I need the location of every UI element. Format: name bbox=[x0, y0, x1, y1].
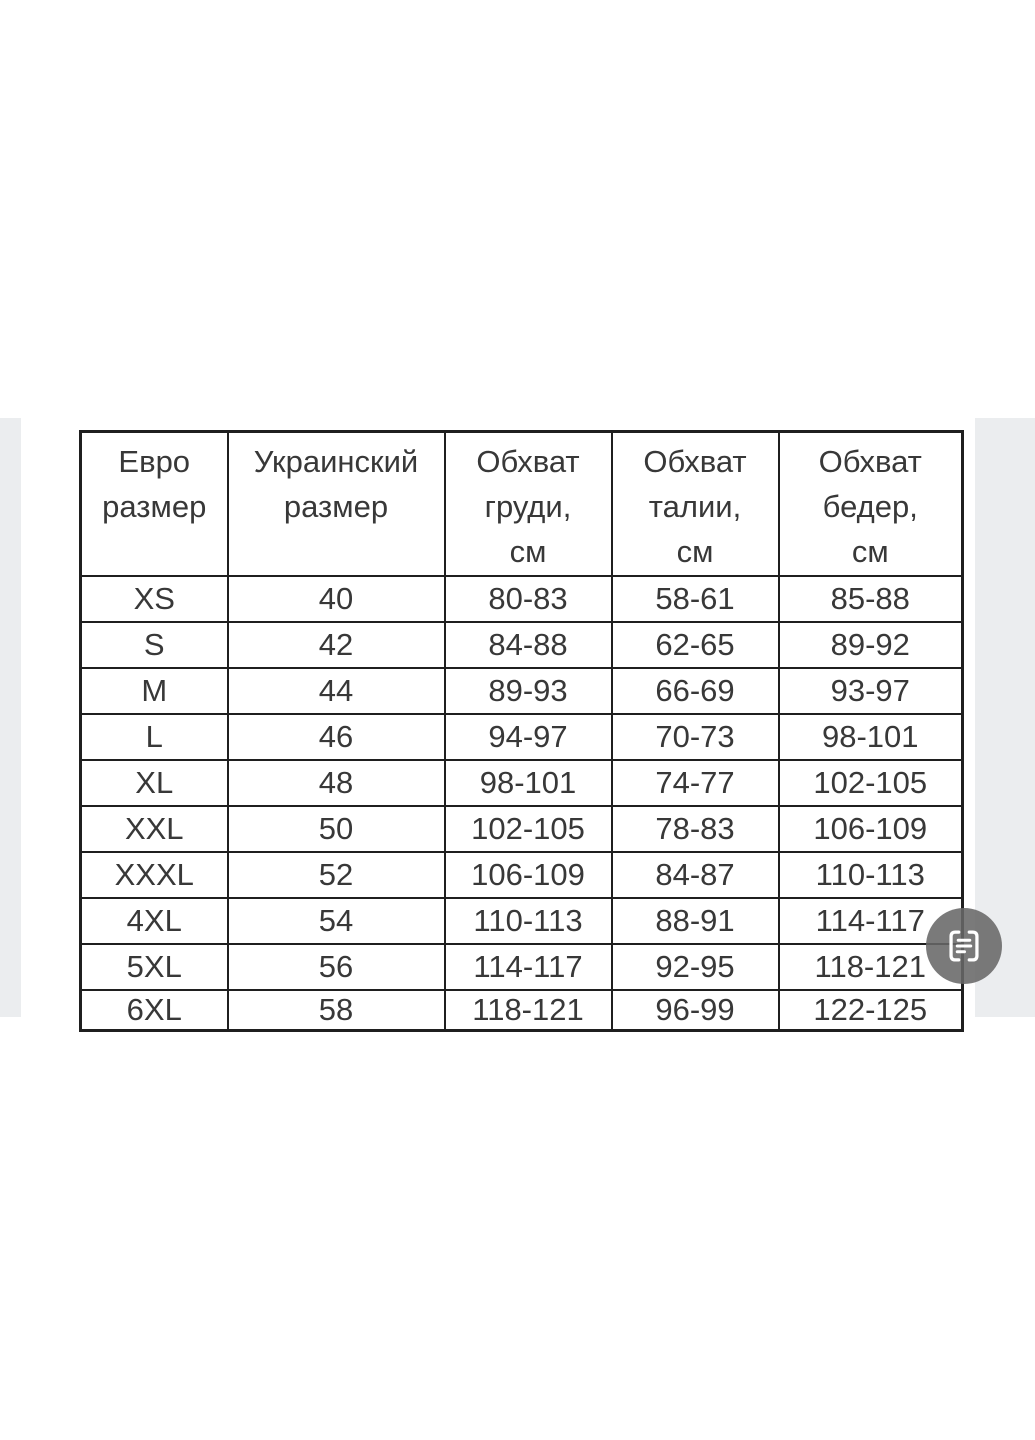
header-line: Обхват bbox=[643, 444, 747, 479]
table-cell: 80-83 bbox=[443, 575, 613, 623]
table-row: L 46 94-97 70-73 98-101 bbox=[79, 713, 964, 761]
table-cell: 88-91 bbox=[610, 897, 780, 945]
header-line: Обхват bbox=[476, 444, 580, 479]
table-cell: 84-87 bbox=[610, 851, 780, 899]
table-row: 6XL 58 118-121 96-99 122-125 bbox=[79, 989, 964, 1032]
table-cell: 58 bbox=[226, 989, 446, 1032]
header-line: см bbox=[676, 534, 714, 569]
table-cell: 48 bbox=[226, 759, 446, 807]
scan-text-icon bbox=[941, 923, 987, 969]
table-cell: 96-99 bbox=[610, 989, 780, 1032]
table-cell: S bbox=[79, 621, 229, 669]
table-cell: XXXL bbox=[79, 851, 229, 899]
header-line: бедер, bbox=[822, 489, 918, 524]
table-cell: M bbox=[79, 667, 229, 715]
table-cell: 93-97 bbox=[777, 667, 964, 715]
header-line: Украинский bbox=[253, 444, 419, 479]
header-cell: Обхват талии, см bbox=[610, 430, 780, 577]
table-cell: 40 bbox=[226, 575, 446, 623]
table-row: XXL 50 102-105 78-83 106-109 bbox=[79, 805, 964, 853]
table-cell: XS bbox=[79, 575, 229, 623]
table-cell: 84-88 bbox=[443, 621, 613, 669]
table-row: S 42 84-88 62-65 89-92 bbox=[79, 621, 964, 669]
table-cell: 54 bbox=[226, 897, 446, 945]
table-cell: 4XL bbox=[79, 897, 229, 945]
table-cell: XXL bbox=[79, 805, 229, 853]
header-line: см bbox=[851, 534, 889, 569]
table-cell: 89-93 bbox=[443, 667, 613, 715]
table-cell: 110-113 bbox=[443, 897, 613, 945]
header-line: размер bbox=[283, 489, 389, 524]
table-row: XXXL 52 106-109 84-87 110-113 bbox=[79, 851, 964, 899]
header-line: размер bbox=[102, 489, 207, 524]
table-cell: 44 bbox=[226, 667, 446, 715]
table-row: M 44 89-93 66-69 93-97 bbox=[79, 667, 964, 715]
header-line: см bbox=[509, 534, 547, 569]
table-cell: 94-97 bbox=[443, 713, 613, 761]
table-cell: 70-73 bbox=[610, 713, 780, 761]
table-cell: 74-77 bbox=[610, 759, 780, 807]
scan-button[interactable] bbox=[926, 908, 1002, 984]
table-cell: XL bbox=[79, 759, 229, 807]
size-chart-table: Евро размер Украинский размер Обхват груди, см… bbox=[79, 430, 964, 1032]
table-cell: 42 bbox=[226, 621, 446, 669]
header-cell: Евро размер bbox=[79, 430, 229, 577]
table-cell: 46 bbox=[226, 713, 446, 761]
table-cell: 110-113 bbox=[777, 851, 964, 899]
table-cell: 52 bbox=[226, 851, 446, 899]
header-line: Евро bbox=[118, 444, 191, 479]
header-line: талии, bbox=[648, 489, 742, 524]
table-cell: 102-105 bbox=[777, 759, 964, 807]
size-chart-body: XS 40 80-83 58-61 85-88 S 42 84-88 62-65 89-92 M 44… bbox=[79, 575, 964, 1032]
table-row: XS 40 80-83 58-61 85-88 bbox=[79, 575, 964, 623]
table-cell: 118-121 bbox=[443, 989, 613, 1032]
table-cell: 92-95 bbox=[610, 943, 780, 991]
table-cell: 98-101 bbox=[443, 759, 613, 807]
table-cell: 50 bbox=[226, 805, 446, 853]
table-cell: 106-109 bbox=[443, 851, 613, 899]
table-cell: 89-92 bbox=[777, 621, 964, 669]
table-cell: 56 bbox=[226, 943, 446, 991]
table-cell: L bbox=[79, 713, 229, 761]
table-cell: 58-61 bbox=[610, 575, 780, 623]
header-cell: Обхват груди, см bbox=[443, 430, 613, 577]
table-cell: 6XL bbox=[79, 989, 229, 1032]
table-cell: 106-109 bbox=[777, 805, 964, 853]
header-line: груди, bbox=[484, 489, 572, 524]
header-cell: Украинский размер bbox=[226, 430, 446, 577]
table-cell: 85-88 bbox=[777, 575, 964, 623]
table-cell: 5XL bbox=[79, 943, 229, 991]
table-cell: 78-83 bbox=[610, 805, 780, 853]
table-cell: 98-101 bbox=[777, 713, 964, 761]
header-row: Евро размер Украинский размер Обхват груди, см… bbox=[79, 430, 964, 577]
table-cell: 114-117 bbox=[443, 943, 613, 991]
size-chart-header: Евро размер Украинский размер Обхват груди, см… bbox=[79, 430, 964, 577]
table-cell: 122-125 bbox=[777, 989, 964, 1032]
header-line: Обхват bbox=[818, 444, 922, 479]
table-row: 4XL 54 110-113 88-91 114-117 bbox=[79, 897, 964, 945]
table-cell: 102-105 bbox=[443, 805, 613, 853]
table-row: 5XL 56 114-117 92-95 118-121 bbox=[79, 943, 964, 991]
table-cell: 66-69 bbox=[610, 667, 780, 715]
header-cell: Обхват бедер, см bbox=[777, 430, 964, 577]
table-cell: 62-65 bbox=[610, 621, 780, 669]
table-row: XL 48 98-101 74-77 102-105 bbox=[79, 759, 964, 807]
